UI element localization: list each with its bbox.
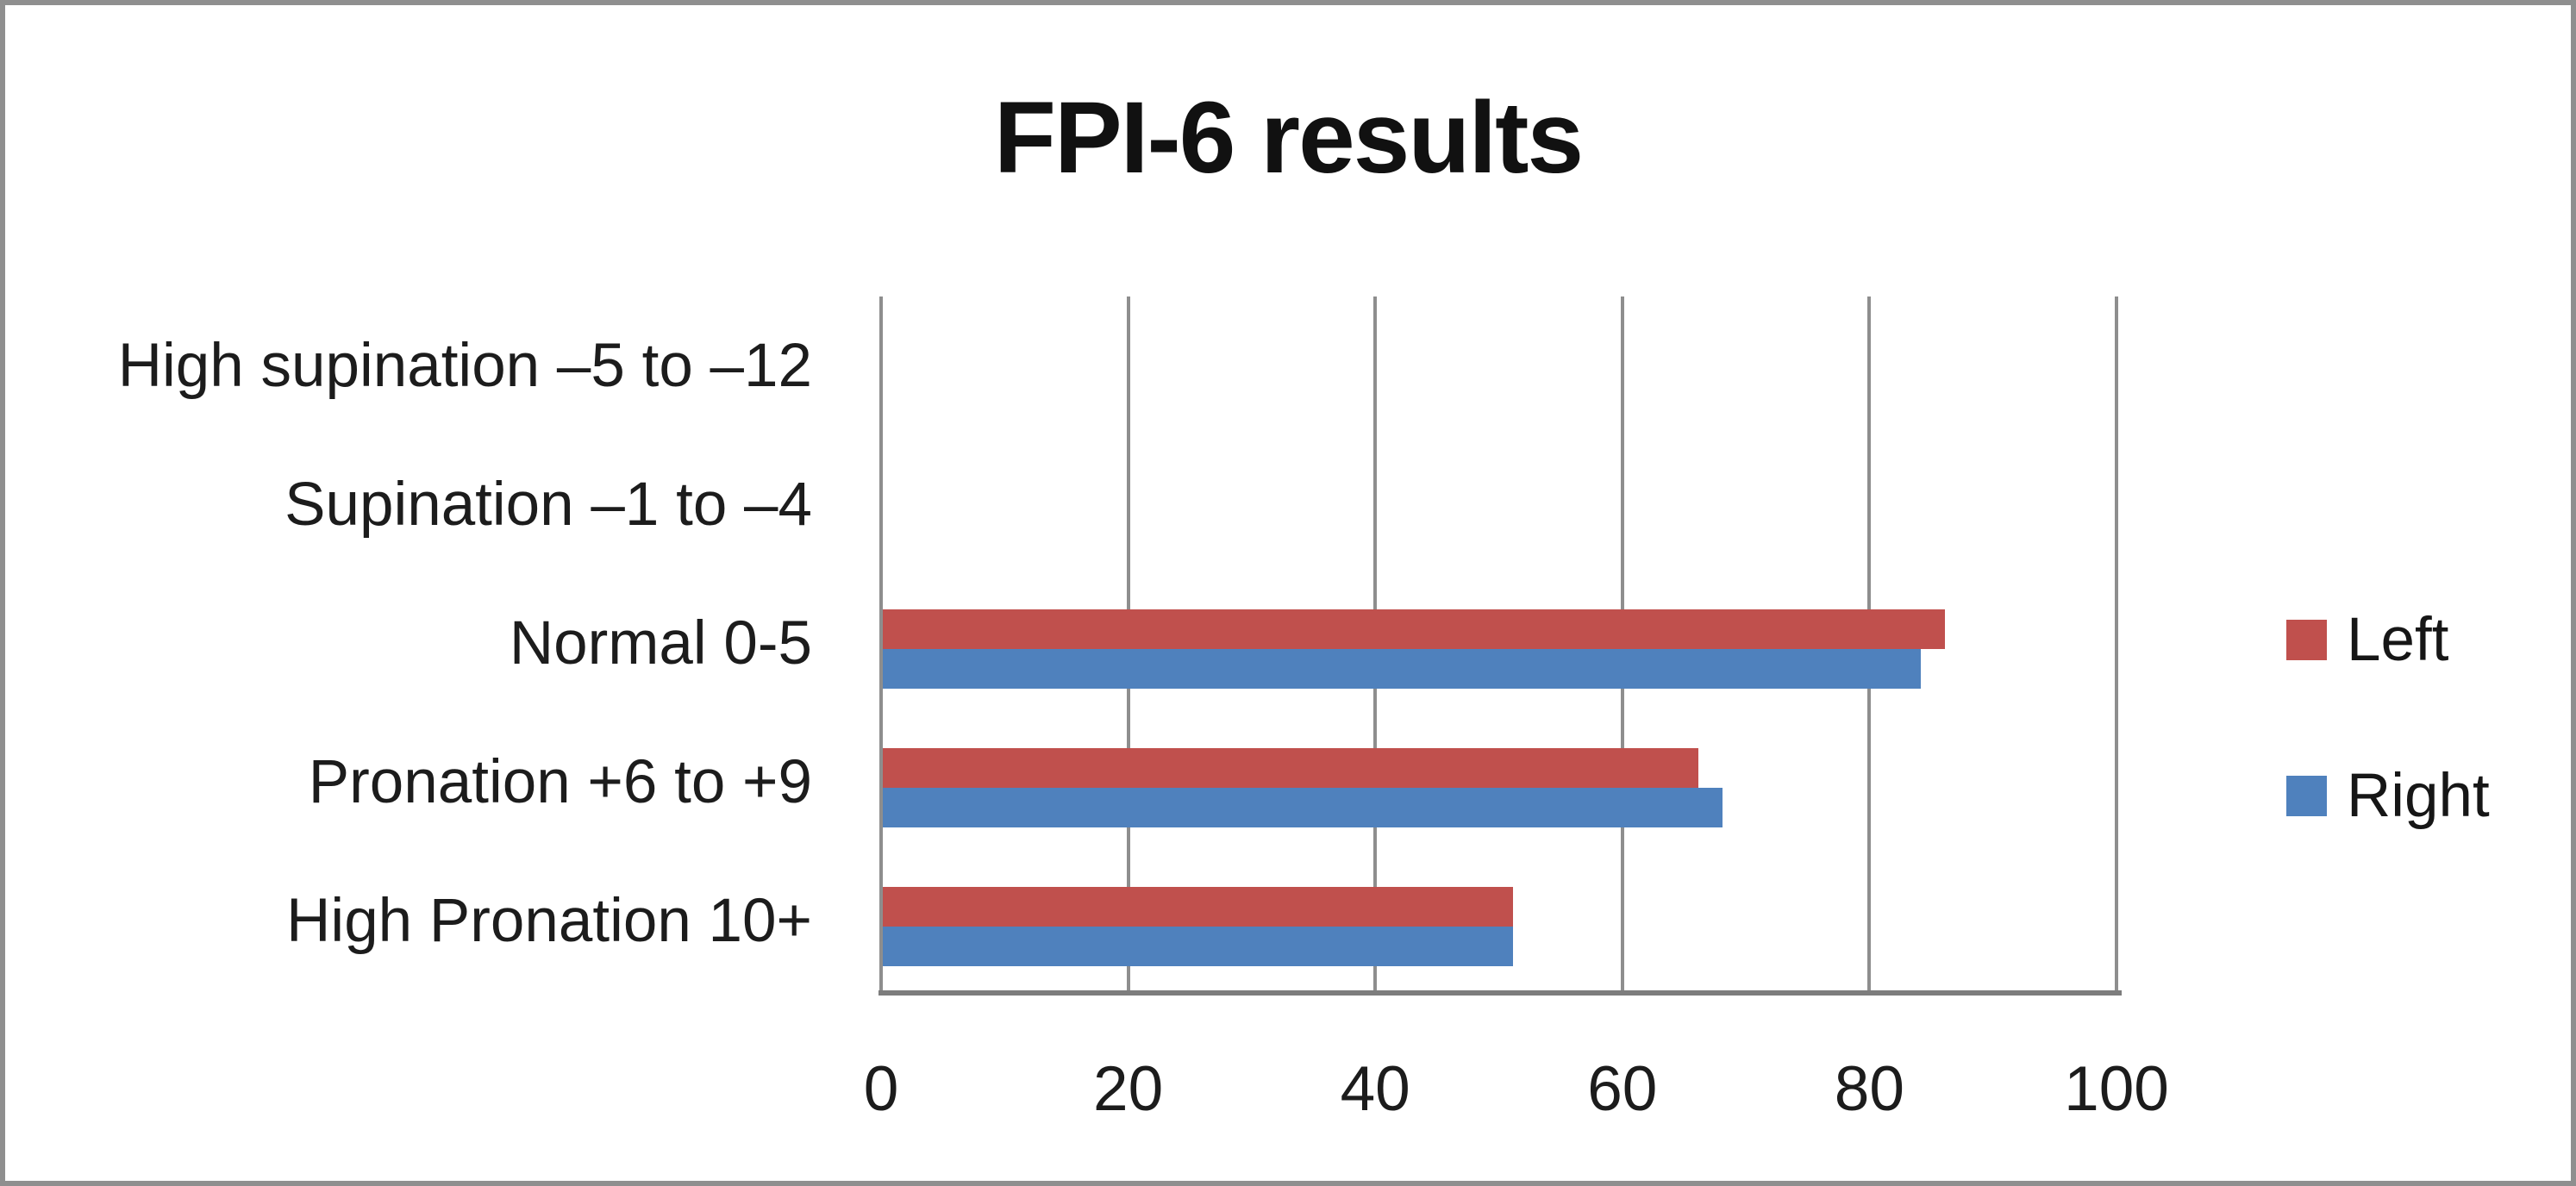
- category-label-1: Supination –1 to –4: [284, 471, 812, 539]
- category-axis: High supination –5 to –12 Supination –1 t…: [57, 296, 812, 990]
- tick-label-40: 40: [1340, 1054, 1410, 1124]
- tick-label-100: 100: [2064, 1054, 2169, 1124]
- category-label-2: Normal 0-5: [509, 609, 812, 677]
- gridline-0: [879, 296, 883, 990]
- bar-left-2: [883, 609, 1946, 649]
- bar-left-3: [883, 747, 1698, 788]
- tick-label-20: 20: [1092, 1054, 1164, 1124]
- category-label-3: Pronation +6 to +9: [308, 748, 812, 816]
- value-axis: 0 20 40 60 80 100: [864, 1053, 2169, 1148]
- bar-right-3: [883, 787, 1723, 827]
- legend-label-right: Right: [2347, 762, 2490, 830]
- tick-label-60: 60: [1587, 1054, 1658, 1124]
- legend-label-left: Left: [2347, 606, 2449, 674]
- category-label-4: High Pronation 10+: [286, 887, 812, 955]
- legend-entry-right: Right: [2286, 761, 2490, 831]
- x-axis-line: [878, 990, 2122, 996]
- legend-entry-left: Left: [2286, 605, 2490, 675]
- legend: Left Right: [2286, 605, 2490, 831]
- legend-swatch-right: [2286, 776, 2327, 816]
- plot-area: [879, 296, 2118, 990]
- bar-right-2: [883, 648, 1921, 689]
- chart-title: FPI-6 results: [993, 81, 1584, 195]
- bar-right-4: [883, 926, 1513, 966]
- category-label-0: High supination –5 to –12: [117, 332, 812, 400]
- bar-left-4: [883, 886, 1513, 927]
- legend-swatch-left: [2286, 620, 2327, 660]
- tick-label-0: 0: [863, 1054, 899, 1124]
- tick-label-80: 80: [1834, 1054, 1904, 1124]
- gridline-100: [2115, 296, 2118, 990]
